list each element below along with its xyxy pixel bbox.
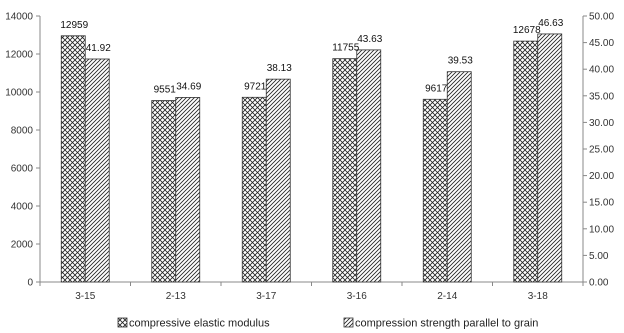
x-tick-label: 3-18 xyxy=(528,291,548,302)
y-right-tick-label: 0.00 xyxy=(589,278,609,289)
y-left-tick-label: 4000 xyxy=(11,202,34,213)
bar-elastic-modulus xyxy=(60,35,86,283)
y-right-tick-label: 50.00 xyxy=(589,12,614,23)
x-tick-label: 3-17 xyxy=(256,291,276,302)
bar-compression-strength xyxy=(537,33,563,283)
y-right-tick-label: 25.00 xyxy=(589,145,614,156)
legend-item: compressive elastic modulus xyxy=(117,317,270,330)
data-label: 38.13 xyxy=(267,63,292,74)
bar-elastic-modulus xyxy=(151,100,177,283)
bar-compression-strength xyxy=(175,97,201,283)
y-left-tick-label: 2000 xyxy=(11,240,34,251)
y-left-tick-label: 12000 xyxy=(5,50,33,61)
legend-label: compression strength parallel to grain xyxy=(355,318,538,330)
x-tick-label: 2-14 xyxy=(437,291,457,302)
data-label: 41.92 xyxy=(86,43,111,54)
y-right-tick-label: 30.00 xyxy=(589,118,614,129)
legend-swatch xyxy=(117,317,128,328)
y-left-tick-label: 10000 xyxy=(5,88,33,99)
legend-item: compression strength parallel to grain xyxy=(343,317,538,330)
data-label: 9551 xyxy=(154,85,177,96)
y-right-tick-label: 10.00 xyxy=(589,224,614,235)
data-label: 34.69 xyxy=(176,81,201,92)
y-left-tick-label: 0 xyxy=(27,278,33,289)
y-left-tick-label: 6000 xyxy=(11,164,34,175)
bar-elastic-modulus xyxy=(241,96,267,283)
bar-compression-strength xyxy=(356,49,382,283)
data-label: 12678 xyxy=(513,25,541,36)
bar-elastic-modulus xyxy=(332,58,358,283)
bar-elastic-modulus xyxy=(513,40,539,283)
bar-compression-strength xyxy=(84,58,110,283)
y-right-tick-label: 20.00 xyxy=(589,171,614,182)
bar-compression-strength xyxy=(446,71,472,283)
y-right-tick-label: 40.00 xyxy=(589,65,614,76)
y-left-tick-label: 8000 xyxy=(11,126,34,137)
y-right-tick-label: 15.00 xyxy=(589,198,614,209)
data-label: 46.63 xyxy=(538,18,563,29)
data-label: 9721 xyxy=(244,81,267,92)
x-tick-label: 3-16 xyxy=(347,291,367,302)
data-label: 43.63 xyxy=(357,34,382,45)
legend-swatch xyxy=(343,317,354,328)
bar-elastic-modulus xyxy=(422,98,448,283)
axes: 0 2000 4000 6000 8000 10000 12000 14000 0.00 5.00… xyxy=(5,12,614,303)
y-right-tick-label: 5.00 xyxy=(589,251,609,262)
y-right-tick-label: 45.00 xyxy=(589,38,614,49)
legend-label: compressive elastic modulus xyxy=(129,318,270,330)
data-label: 39.53 xyxy=(448,56,473,67)
y-right-tick-label: 35.00 xyxy=(589,91,614,102)
x-tick-label: 3-15 xyxy=(75,291,95,302)
bars xyxy=(60,33,563,283)
legend: compressive elastic modulus compression s… xyxy=(117,317,538,330)
bar-compression-strength xyxy=(265,78,291,283)
data-label: 12959 xyxy=(60,20,88,31)
data-label: 11755 xyxy=(332,43,360,54)
data-label: 9617 xyxy=(425,83,448,94)
x-tick-label: 2-13 xyxy=(166,291,186,302)
y-left-tick-label: 14000 xyxy=(5,12,33,23)
